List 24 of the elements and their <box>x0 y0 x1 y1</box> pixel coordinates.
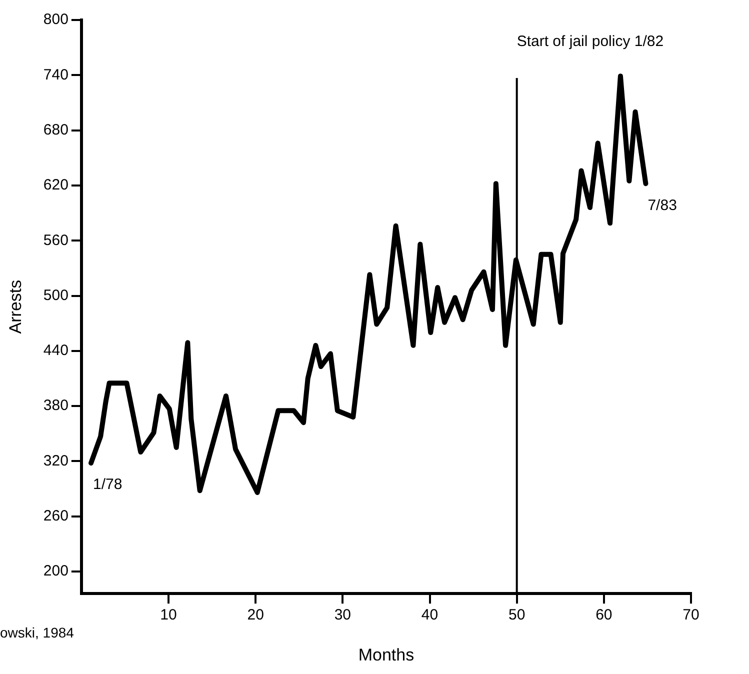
text: owski, 1984 <box>0 624 74 640</box>
y-tick-label: 200 <box>43 562 68 580</box>
x-tick-label: 70 <box>682 606 700 624</box>
y-tick-label: 320 <box>43 452 68 470</box>
y-tick-label: 800 <box>43 11 68 28</box>
x-tick-label: 30 <box>334 606 352 624</box>
x-tick-label: 20 <box>247 606 264 624</box>
annotation: 7/83 <box>648 196 677 214</box>
y-tick-label: 500 <box>43 286 68 304</box>
x-axis-title: Months <box>358 645 414 664</box>
y-axis-title: Arrests <box>6 280 25 334</box>
x-tick-label: 50 <box>508 606 526 624</box>
ref-line-label: Start of jail policy 1/82 <box>516 33 664 50</box>
annotation: 1/78 <box>93 476 122 494</box>
y-tick-label: 440 <box>43 342 68 360</box>
x-tick-label: 10 <box>160 606 177 624</box>
y-tick-label: 620 <box>43 176 68 194</box>
y-tick-label: 380 <box>43 397 68 414</box>
x-tick-label: 60 <box>596 606 612 624</box>
y-tick-label: 560 <box>43 232 68 249</box>
x-tick-label: 40 <box>421 606 438 624</box>
y-tick-label: 680 <box>43 121 68 138</box>
y-tick-label: 740 <box>43 66 68 84</box>
y-tick-label: 260 <box>43 508 68 525</box>
